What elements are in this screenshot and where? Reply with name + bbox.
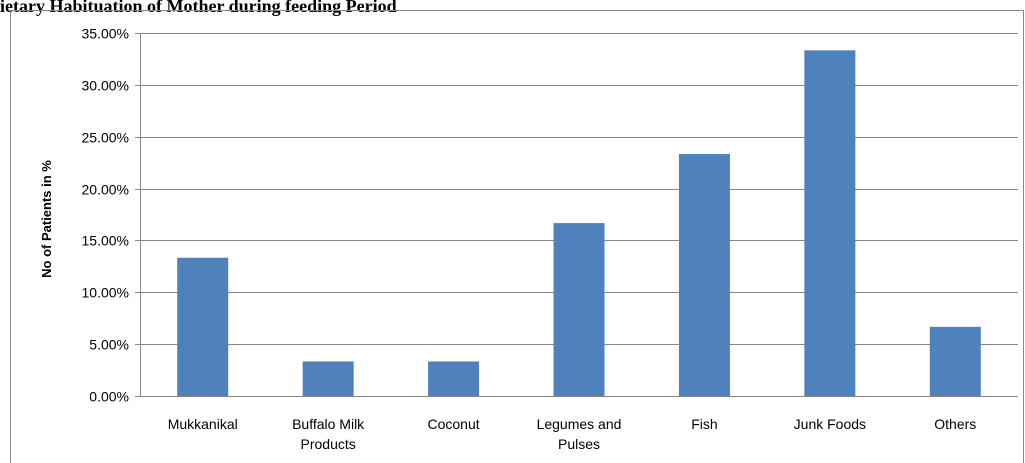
y-tick-label: 15.00% [82,233,129,249]
x-tick-label: Legumes and Pulses [537,416,622,452]
y-tick-label: 0.00% [89,389,129,405]
bar [177,257,229,396]
y-tick-label: 25.00% [82,130,129,146]
y-axis-label: No of Patients in % [39,160,54,278]
y-tick-label: 35.00% [82,26,129,42]
x-tick-label: Others [934,416,976,432]
x-tick-label: Fish [691,416,717,432]
y-tick-label: 5.00% [89,337,129,353]
bar [804,50,856,397]
chart-frame [10,10,1024,463]
x-tick-label: Buffalo Milk Products [292,416,365,452]
x-tick-label: Mukkanikal [168,416,238,432]
chart-title: ietary Habituation of Mother during feed… [0,0,397,16]
bar [553,223,605,396]
y-tick-label: 10.00% [82,285,129,301]
bar [929,326,981,396]
x-tick-label: Coconut [427,416,479,432]
bar [302,361,354,396]
y-tick-label: 30.00% [82,78,129,94]
bar [428,361,480,396]
y-tick-label: 20.00% [82,182,129,198]
bar [678,154,730,396]
x-tick-label: Junk Foods [794,416,866,432]
